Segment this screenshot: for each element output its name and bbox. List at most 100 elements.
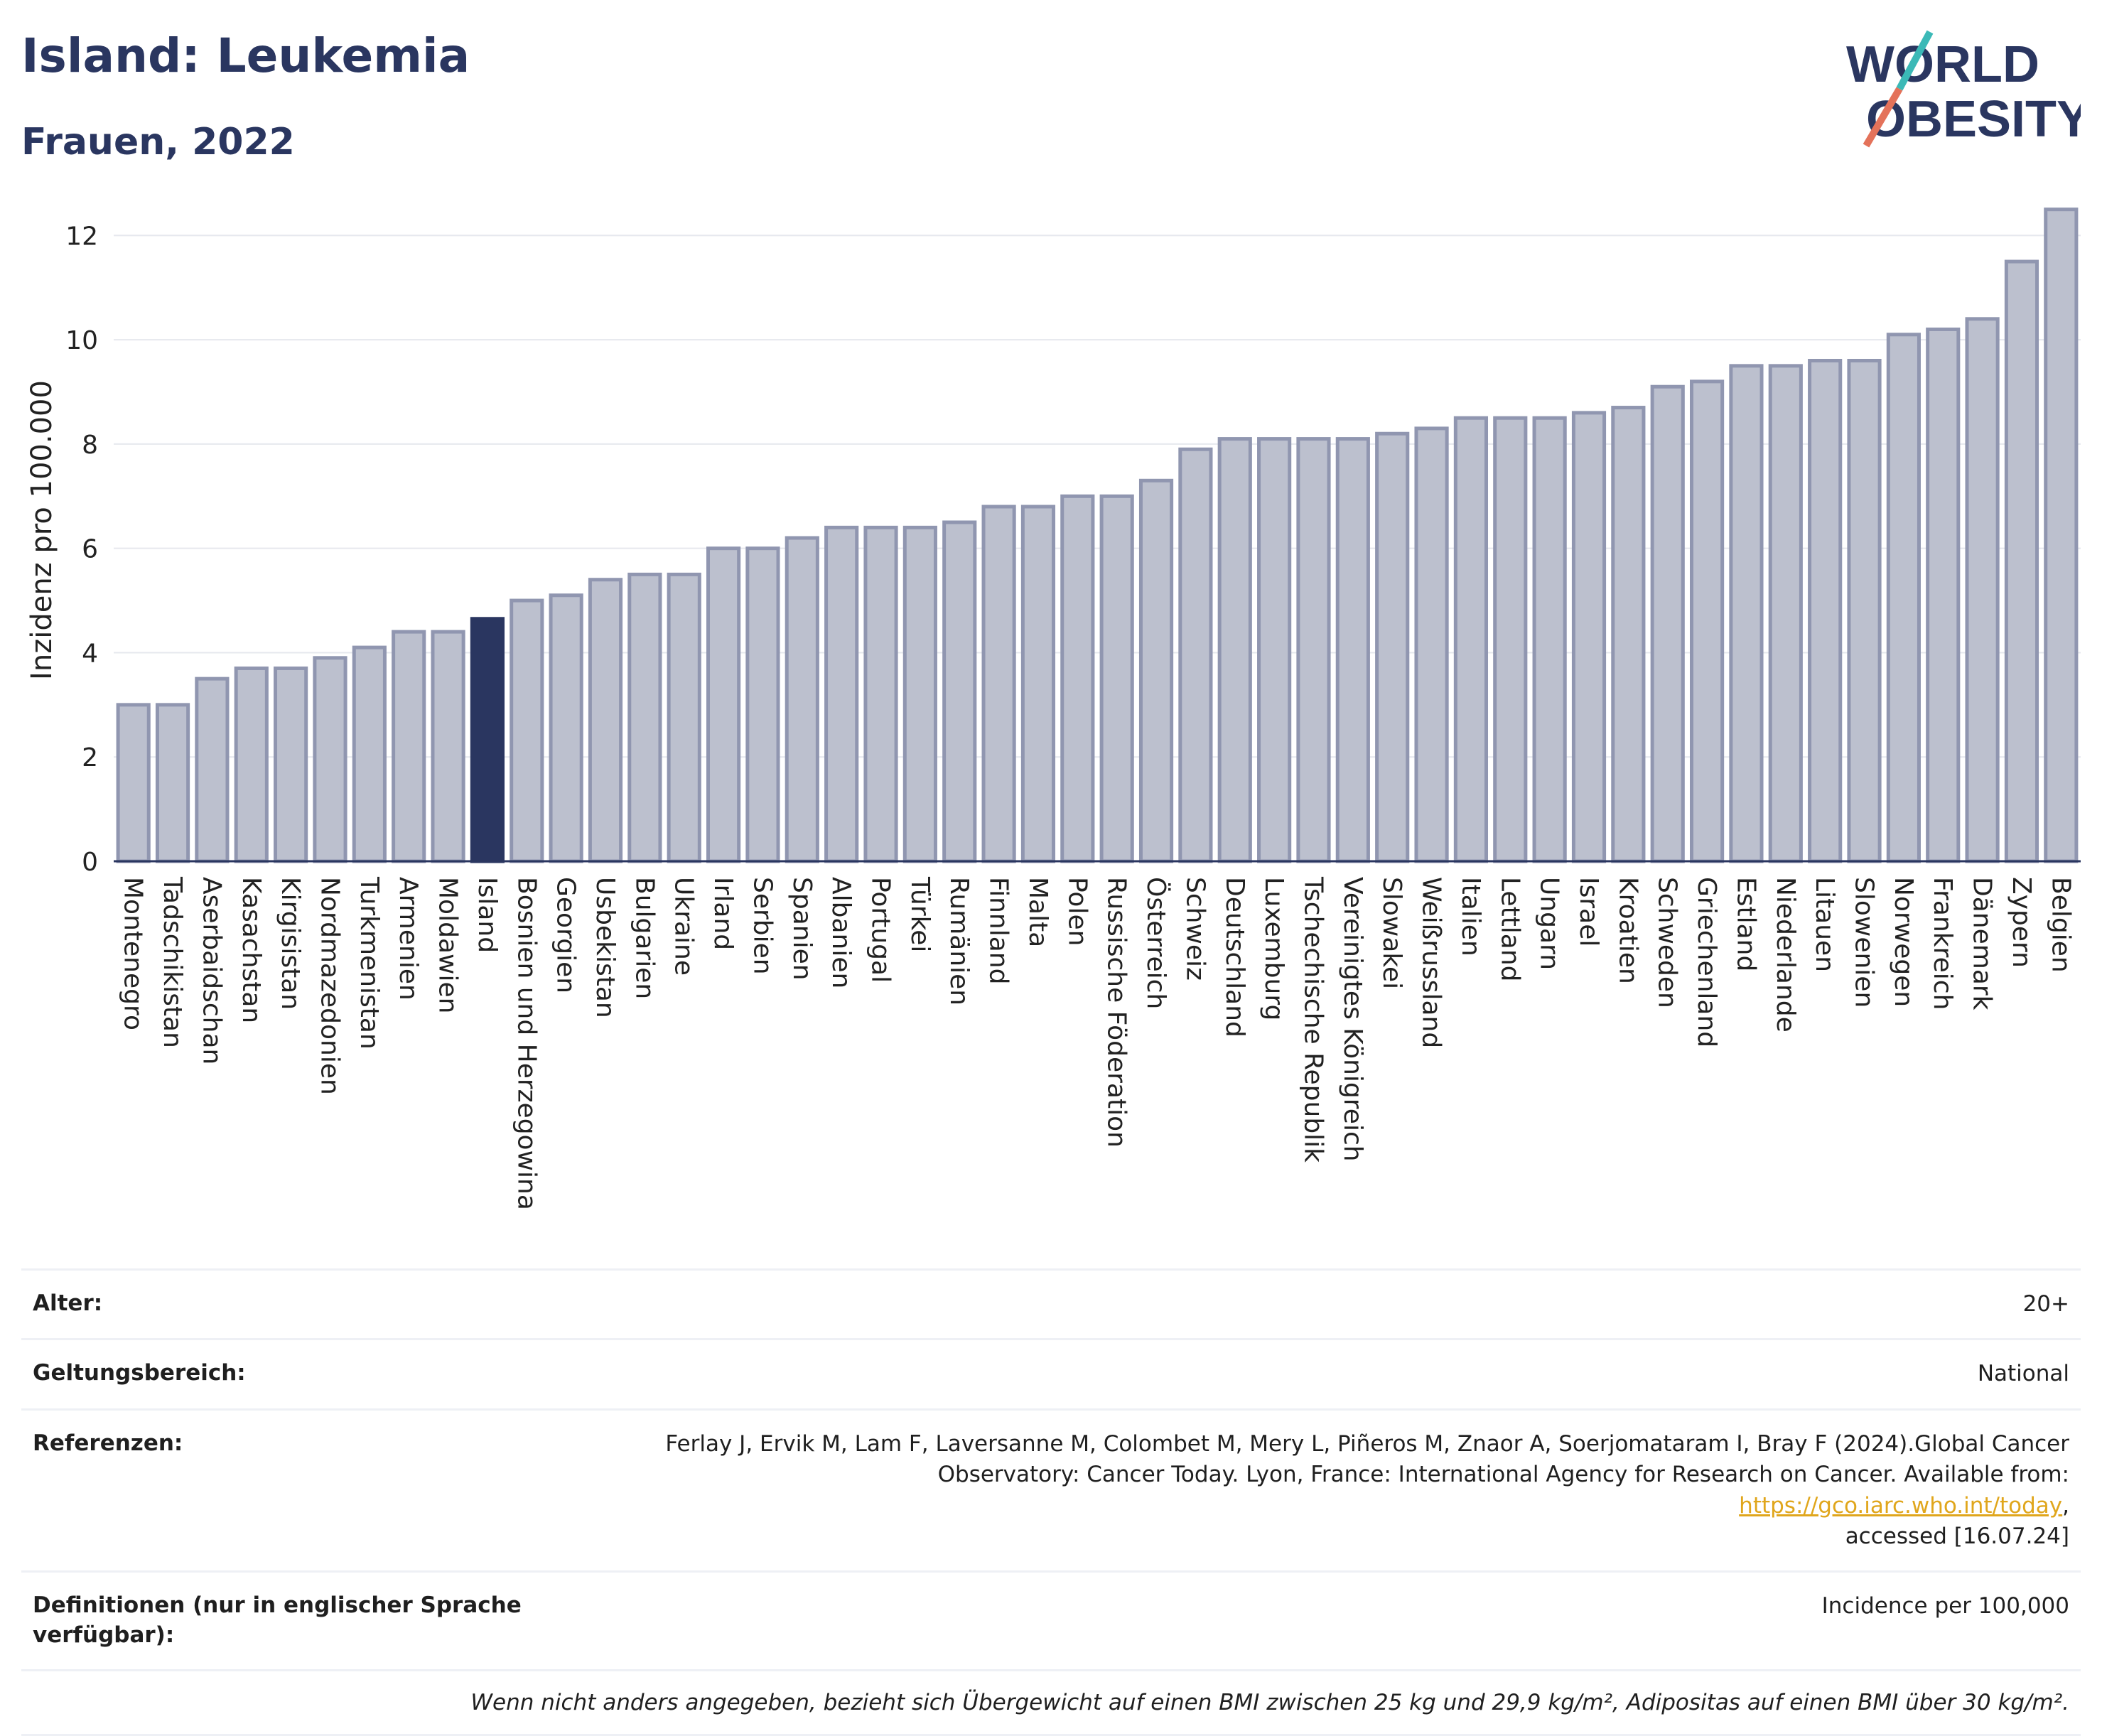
bar xyxy=(1138,478,1174,863)
bar xyxy=(155,703,190,863)
y-axis-label: Inzidenz pro 100.000 xyxy=(26,380,58,680)
bar xyxy=(1335,437,1370,863)
y-tick-label: 8 xyxy=(82,431,98,460)
x-tick-label: Deutschland xyxy=(1220,877,1249,1037)
logo-slash-red xyxy=(1863,87,1903,148)
world-obesity-logo: WORLD OBESITY xyxy=(1846,30,2081,148)
bar xyxy=(1965,317,2000,863)
x-tick-label: Portugal xyxy=(866,877,895,983)
x-tick-label: Aserbaidschan xyxy=(197,877,226,1064)
x-tick-label: Albanien xyxy=(826,877,856,988)
bar xyxy=(2044,207,2079,863)
bar xyxy=(274,666,308,863)
x-tick-label: Weißrussland xyxy=(1417,877,1446,1048)
x-tick-label: Irland xyxy=(708,877,738,950)
x-tick-label: Bulgarien xyxy=(630,877,659,999)
x-tick-label: Island xyxy=(473,877,502,953)
x-tick-label: Finnland xyxy=(984,877,1013,984)
ref-text-2: Observatory: Cancer Today. Lyon, France:… xyxy=(937,1462,2069,1488)
logo-line1: WORLD xyxy=(1846,36,2039,93)
x-tick-label: Georgien xyxy=(551,877,581,993)
meta-row-scope: Geltungsbereich: National xyxy=(21,1338,2081,1408)
bar xyxy=(1611,406,1646,863)
bar xyxy=(431,630,465,863)
chart-title: Island: Leukemia xyxy=(21,28,470,83)
x-tick-label: Schweden xyxy=(1653,877,1682,1008)
bar xyxy=(1532,416,1567,863)
x-tick-label: Italien xyxy=(1456,877,1485,956)
x-tick-label: Turkmenistan xyxy=(355,876,384,1050)
x-tick-label: Slowakei xyxy=(1377,877,1406,989)
x-tick-label: Luxemburg xyxy=(1259,877,1288,1020)
bar xyxy=(1296,437,1331,863)
x-tick-label: Kroatien xyxy=(1613,877,1642,984)
bar xyxy=(549,593,583,863)
bar xyxy=(667,572,701,863)
x-tick-label: Belgien xyxy=(2046,877,2075,973)
x-tick-label: Tadschikistan xyxy=(158,876,187,1048)
meta-scope-value: National xyxy=(1977,1361,2069,1387)
x-tick-label: Rumänien xyxy=(944,877,974,1006)
meta-ref-label: Referenzen: xyxy=(33,1430,183,1456)
x-tick-label: Usbekistan xyxy=(591,877,620,1018)
x-tick-label: Lettland xyxy=(1495,877,1524,982)
ref-text-3: accessed [16.07.24] xyxy=(1845,1523,2069,1549)
x-tick-label: Ungarn xyxy=(1535,877,1564,970)
ref-link[interactable]: https://gco.iarc.who.int/today xyxy=(1739,1492,2063,1519)
bar xyxy=(1808,358,1843,863)
logo-slash-teal xyxy=(1896,30,1934,91)
x-tick-label: Norwegen xyxy=(1889,877,1918,1007)
x-tick-label: Russische Föderation xyxy=(1102,877,1131,1148)
x-tick-label: Litauen xyxy=(1810,877,1839,972)
logo-line2: OBESITY xyxy=(1866,91,2081,148)
bar xyxy=(981,505,1016,863)
bar xyxy=(195,676,230,863)
y-tick-label: 6 xyxy=(82,535,98,564)
bar xyxy=(1847,358,1882,863)
meta-age-label: Alter: xyxy=(33,1290,103,1316)
bar xyxy=(863,525,898,863)
y-tick-label: 10 xyxy=(65,326,98,355)
bar xyxy=(1453,416,1489,863)
bar xyxy=(1414,426,1449,863)
bar xyxy=(392,630,426,863)
meta-row-definitions: Definitionen (nur in englischer Sprache … xyxy=(21,1570,2081,1669)
bar xyxy=(1060,494,1095,863)
x-tick-label: Kirgisistan xyxy=(276,877,305,1010)
x-tick-label: Serbien xyxy=(748,877,777,975)
x-tick-label: Griechenland xyxy=(1692,877,1721,1047)
x-tick-label: Malta xyxy=(1023,877,1052,947)
bar xyxy=(234,666,269,863)
metadata-table: Alter: 20+ Geltungsbereich: National Ref… xyxy=(21,1268,2081,1736)
bar xyxy=(470,617,505,863)
bar xyxy=(313,656,347,863)
x-tick-label: Kasachstan xyxy=(237,877,266,1023)
x-tick-label: Dänemark xyxy=(1968,877,1997,1010)
x-tick-label: Ukraine xyxy=(669,877,699,976)
x-tick-label: Israel xyxy=(1574,877,1603,947)
meta-def-value: Incidence per 100,000 xyxy=(1821,1593,2069,1619)
bar xyxy=(902,525,937,863)
x-tick-label: Türkei xyxy=(905,876,934,952)
bar xyxy=(745,546,780,863)
x-tick-label: Nordmazedonien xyxy=(315,877,344,1095)
bar xyxy=(1178,447,1213,863)
bar xyxy=(785,536,819,863)
x-tick-label: Niederlande xyxy=(1771,877,1800,1033)
ref-text-1: Ferlay J, Ervik M, Lam F, Laversanne M, … xyxy=(665,1430,2069,1457)
meta-row-age: Alter: 20+ xyxy=(21,1268,2081,1338)
bar-chart: 0 2 4 6 8 10 12 Inzidenz pro 100.000 Montenegro T… xyxy=(26,207,2081,1210)
bar xyxy=(1375,431,1410,863)
x-tick-label: Frankreich xyxy=(1928,877,1957,1010)
bar xyxy=(824,525,859,863)
y-tick-label: 2 xyxy=(82,743,98,772)
x-tick-label: Estland xyxy=(1731,877,1760,971)
x-tick-label: Armenien xyxy=(394,877,423,1001)
chart-subtitle: Frauen, 2022 xyxy=(21,121,295,163)
bar xyxy=(1650,384,1685,863)
bar xyxy=(1886,333,1921,863)
meta-ref-value: Ferlay J, Ervik M, Lam F, Laversanne M, … xyxy=(665,1430,2069,1549)
y-tick-label: 0 xyxy=(82,848,98,877)
bar xyxy=(2004,259,2039,863)
x-tick-label: Spanien xyxy=(787,877,816,981)
